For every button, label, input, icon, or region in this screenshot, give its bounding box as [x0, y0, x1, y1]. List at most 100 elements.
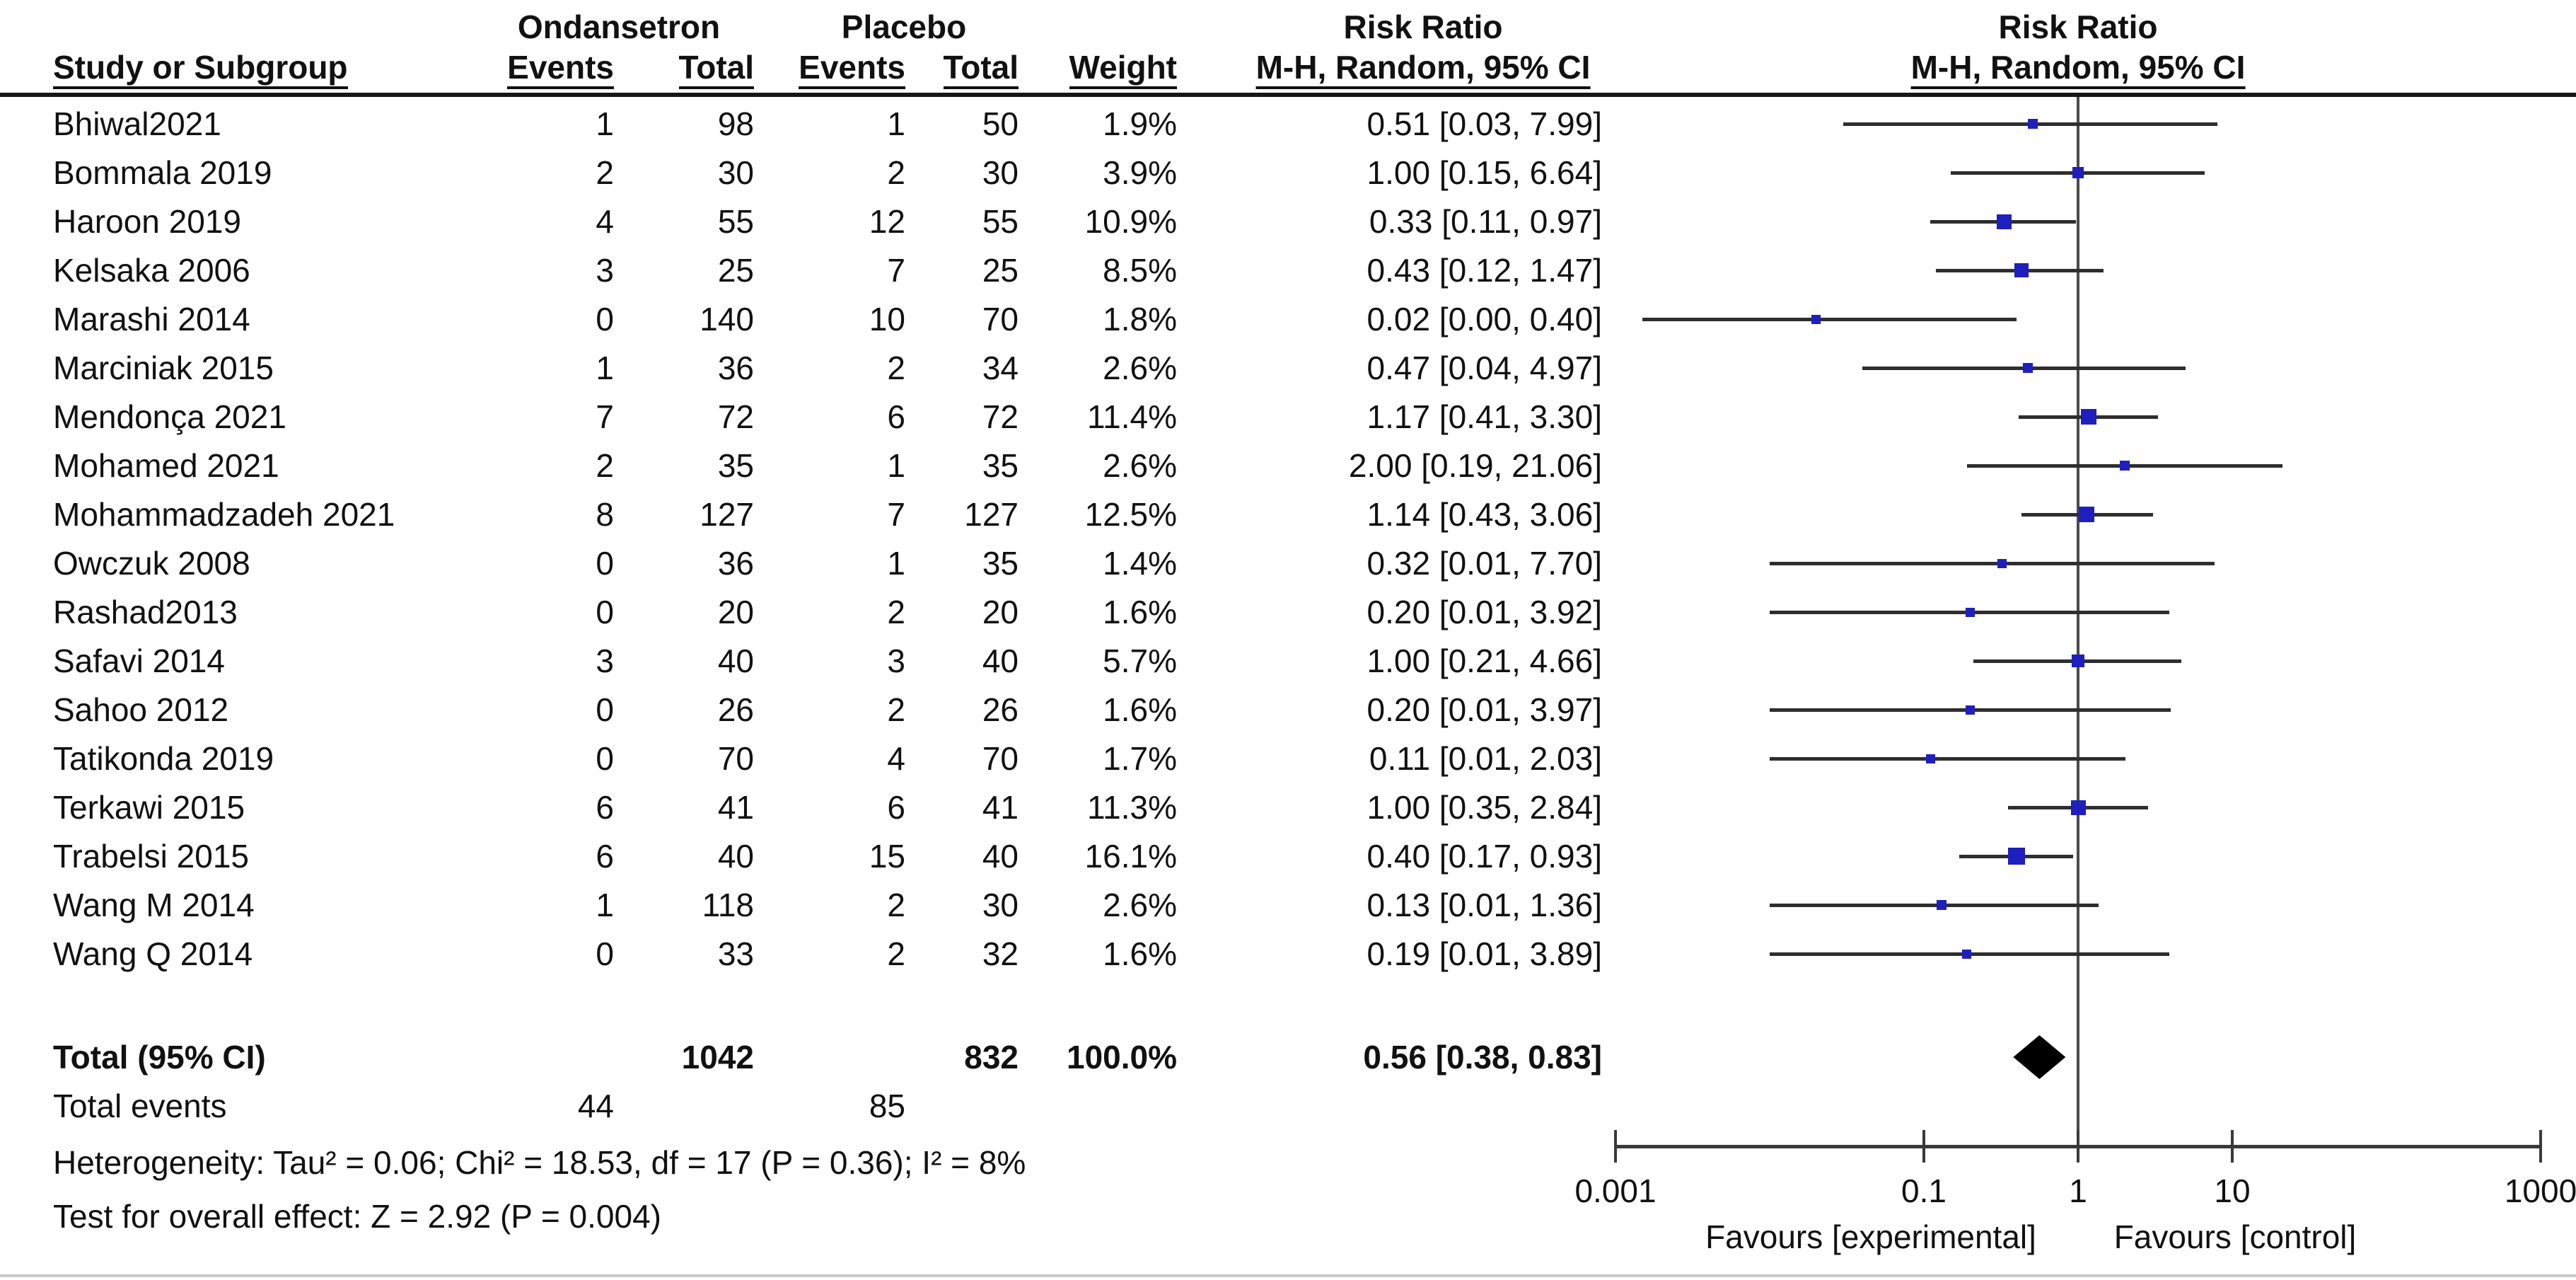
events-experimental: 6	[596, 838, 614, 875]
study-name: Kelsaka 2006	[53, 252, 250, 289]
events-control: 10	[869, 301, 905, 338]
events-control: 4	[887, 740, 905, 777]
risk-ratio-value: 0.02 [0.00, 0.40]	[1367, 301, 1603, 338]
effect-marker	[2080, 409, 2096, 425]
risk-ratio-value: 2.00 [0.19, 21.06]	[1348, 447, 1602, 484]
total-experimental: 118	[702, 887, 754, 923]
risk-ratio-value: 0.51 [0.03, 7.99]	[1367, 105, 1603, 142]
total-control: 70	[982, 740, 1019, 777]
study-name: Owczuk 2008	[53, 545, 250, 582]
total-control: 41	[982, 789, 1019, 826]
risk-ratio-title-plot-column: Risk Ratio	[1998, 8, 2158, 45]
bottom-border	[0, 1274, 2576, 1277]
total-control: 20	[982, 594, 1019, 630]
risk-ratio-value: 0.20 [0.01, 3.97]	[1367, 691, 1603, 728]
heterogeneity-stats: Heterogeneity: Tau² = 0.06; Chi² = 18.53…	[53, 1144, 1026, 1181]
favours-control-label: Favours [control]	[2113, 1218, 2357, 1255]
axis-tick	[1614, 1130, 1617, 1163]
events-control: 7	[887, 252, 905, 289]
study-name: Safavi 2014	[53, 642, 225, 679]
axis-tick	[2231, 1130, 2234, 1163]
events-control: 1	[887, 447, 905, 484]
no-effect-line	[2077, 97, 2079, 1148]
events-control: 1	[887, 545, 905, 582]
total-control: 40	[982, 642, 1019, 679]
study-name: Haroon 2019	[53, 203, 241, 240]
risk-ratio-value: 1.00 [0.21, 4.66]	[1367, 642, 1603, 679]
weight-value: 1.6%	[1103, 594, 1177, 630]
effect-marker	[1925, 754, 1935, 763]
total-experimental: 40	[717, 642, 754, 679]
events-experimental: 0	[596, 935, 614, 972]
total-events-experimental: 44	[577, 1088, 614, 1124]
total-events-control: 85	[869, 1088, 905, 1124]
study-name: Mohammadzadeh 2021	[53, 496, 395, 533]
events-experimental: 0	[596, 545, 614, 582]
axis-tick-label: 0.1	[1901, 1172, 1946, 1209]
study-name: Marciniak 2015	[53, 350, 274, 386]
total-control: 50	[982, 105, 1019, 142]
ci-line	[1770, 904, 2099, 907]
study-name: Marashi 2014	[53, 301, 250, 338]
weight-value: 1.4%	[1103, 545, 1177, 582]
total-experimental: 25	[717, 252, 754, 289]
axis-tick-label: 1000	[2504, 1172, 2576, 1209]
total-experimental: 41	[717, 789, 754, 826]
risk-ratio-title-text-column: Risk Ratio	[1343, 8, 1503, 45]
events-control: 2	[887, 691, 905, 728]
risk-ratio-value: 0.32 [0.01, 7.70]	[1367, 545, 1603, 582]
total-weight: 100.0%	[1066, 1039, 1177, 1076]
axis-tick	[2539, 1130, 2542, 1163]
events-control: 1	[887, 105, 905, 142]
total-experimental: 33	[717, 935, 754, 972]
events-experimental: 1	[596, 350, 614, 386]
total-events-label: Total events	[53, 1088, 227, 1124]
events-experimental: 1	[596, 887, 614, 923]
total-experimental: 72	[717, 398, 754, 435]
total-control: 30	[982, 154, 1019, 191]
weight-value: 1.6%	[1103, 691, 1177, 728]
effect-marker	[2028, 119, 2038, 129]
study-name: Tatikonda 2019	[53, 740, 274, 777]
effect-marker	[1966, 607, 1975, 617]
risk-ratio-value: 0.47 [0.04, 4.97]	[1367, 350, 1603, 386]
events-experimental: 3	[596, 642, 614, 679]
weight-value: 1.7%	[1103, 740, 1177, 777]
risk-ratio-value: 0.13 [0.01, 1.36]	[1367, 887, 1603, 923]
total-control: 25	[982, 252, 1019, 289]
total-experimental: 36	[717, 350, 754, 386]
total-control: 35	[982, 447, 1019, 484]
total-experimental-n: 1042	[681, 1039, 754, 1076]
effect-marker	[2079, 507, 2095, 522]
total-control: 72	[982, 398, 1019, 435]
effect-marker	[2022, 363, 2033, 373]
risk-ratio-value: 0.19 [0.01, 3.89]	[1367, 935, 1603, 972]
weight-value: 8.5%	[1103, 252, 1177, 289]
effect-marker	[1966, 705, 1975, 715]
header-rule	[0, 93, 2576, 97]
events-experimental: 3	[596, 252, 614, 289]
total-experimental: 20	[717, 594, 754, 630]
effect-marker	[1996, 214, 2012, 229]
total-experimental: 26	[717, 691, 754, 728]
weight-value: 11.4%	[1086, 398, 1177, 435]
total-row-label: Total (95% CI)	[53, 1039, 266, 1076]
total-experimental: 70	[717, 740, 754, 777]
risk-ratio-value: 1.14 [0.43, 3.06]	[1367, 496, 1603, 533]
total-control: 127	[964, 496, 1019, 533]
events-experimental: 2	[596, 447, 614, 484]
events-experimental: 8	[596, 496, 614, 533]
weight-value: 3.9%	[1103, 154, 1177, 191]
column-header-method-text: M-H, Random, 95% CI	[1255, 51, 1591, 89]
effect-marker	[2070, 800, 2086, 815]
events-experimental: 0	[596, 691, 614, 728]
column-header-weight: Weight	[1069, 51, 1177, 89]
weight-value: 2.6%	[1103, 350, 1177, 386]
weight-value: 5.7%	[1103, 642, 1177, 679]
risk-ratio-value: 0.43 [0.12, 1.47]	[1367, 252, 1603, 289]
total-control: 55	[982, 203, 1019, 240]
total-experimental: 30	[717, 154, 754, 191]
study-name: Wang Q 2014	[53, 935, 253, 972]
total-control-n: 832	[964, 1039, 1019, 1076]
